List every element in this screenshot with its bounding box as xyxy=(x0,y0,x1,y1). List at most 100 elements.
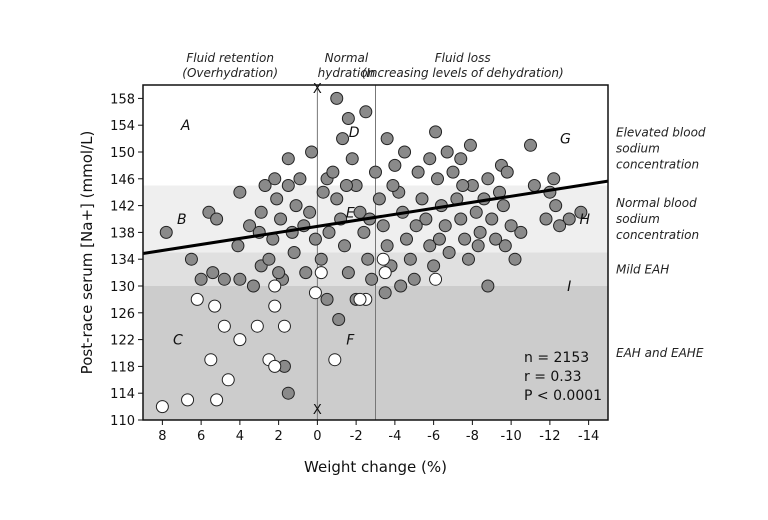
y-tick-label-8: 142 xyxy=(110,200,135,215)
x-tick-label-5: -2 xyxy=(350,429,363,444)
point-white-18 xyxy=(353,292,367,306)
hydration-divider-lines: XX xyxy=(313,82,376,420)
y-tick-label-4: 126 xyxy=(110,307,135,322)
point-gray-97 xyxy=(454,212,468,226)
point-white-1 xyxy=(181,393,195,407)
point-gray-52 xyxy=(243,219,257,233)
point-gray-6 xyxy=(270,192,284,206)
point-gray-30 xyxy=(574,205,588,219)
point-gray-19 xyxy=(440,145,454,159)
y-tick-label-1: 114 xyxy=(110,387,135,402)
point-white-7 xyxy=(250,319,264,333)
point-gray-55 xyxy=(262,252,276,266)
point-gray-42 xyxy=(378,286,392,300)
point-gray-108 xyxy=(496,199,510,213)
point-gray-24 xyxy=(547,172,561,186)
stat-r: r = 0.33 xyxy=(524,369,582,385)
point-gray-68 xyxy=(341,266,355,280)
y-tick-label-2: 118 xyxy=(110,360,135,375)
point-gray-56 xyxy=(272,266,286,280)
x-tick-label-2: 4 xyxy=(236,429,244,444)
point-gray-25 xyxy=(527,179,541,192)
stat-p: P < 0.0001 xyxy=(524,388,602,404)
y-tick-label-3: 122 xyxy=(110,334,135,349)
y-tick-label-9: 146 xyxy=(110,173,135,188)
point-gray-84 xyxy=(403,252,417,266)
y-tick-label-6: 134 xyxy=(110,253,135,268)
region-label-H: H xyxy=(579,212,590,228)
point-gray-16 xyxy=(429,125,443,139)
region-labels: A B C D E F G H I xyxy=(173,118,591,348)
axis-ticks: 8 6 4 2 0 -2 -4 -6 -8 -10 -12 -14 110 114 118 122 126 130… xyxy=(110,92,599,444)
point-gray-12 xyxy=(359,105,373,119)
point-gray-105 xyxy=(485,212,499,226)
x-axis-label: Weight change (%) xyxy=(304,458,447,476)
stat-n: n = 2153 xyxy=(524,350,589,366)
point-gray-35 xyxy=(481,279,495,293)
y-tick-label-12: 158 xyxy=(110,92,135,107)
point-gray-112 xyxy=(289,199,303,213)
point-gray-116 xyxy=(322,225,336,239)
point-gray-88 xyxy=(419,212,433,226)
point-gray-34 xyxy=(508,252,522,266)
point-gray-75 xyxy=(369,165,382,179)
point-gray-2 xyxy=(210,212,224,226)
point-gray-20 xyxy=(398,145,412,159)
point-gray-72 xyxy=(357,225,371,239)
point-gray-7 xyxy=(281,152,295,166)
point-gray-5 xyxy=(254,205,268,219)
point-gray-31 xyxy=(553,219,567,233)
point-gray-83 xyxy=(400,232,413,246)
region-label-A: A xyxy=(180,118,191,134)
point-gray-101 xyxy=(469,205,483,219)
point-white-8 xyxy=(204,353,218,367)
point-gray-123 xyxy=(471,239,485,253)
point-gray-17 xyxy=(463,138,477,152)
y-tick-label-7: 138 xyxy=(110,226,135,241)
point-gray-111 xyxy=(293,172,307,186)
point-gray-104 xyxy=(481,172,495,186)
point-gray-99 xyxy=(462,252,475,266)
x-tick-label-7: -6 xyxy=(427,429,440,444)
x-tick-label-4: 0 xyxy=(313,429,321,444)
y-axis-label: Post-race serum [Na+] (mmol/L) xyxy=(78,131,96,375)
point-gray-67 xyxy=(338,239,351,253)
point-gray-9 xyxy=(281,179,295,192)
regression-line xyxy=(142,179,609,255)
point-white-12 xyxy=(277,319,291,333)
side-label-3: EAH and EAHE xyxy=(616,346,704,360)
point-gray-22 xyxy=(454,152,468,166)
point-gray-117 xyxy=(339,179,353,192)
region-label-I: I xyxy=(567,279,571,295)
point-gray-80 xyxy=(388,158,402,172)
point-white-4 xyxy=(208,299,222,313)
top-headers: Fluid retention (Overhydration) Normal hydr… xyxy=(182,51,563,80)
side-label-0: Elevated blood sodium concentration xyxy=(616,126,706,172)
side-label-1: Normal blood sodium concentration xyxy=(616,196,699,242)
point-gray-85 xyxy=(407,272,421,286)
point-gray-77 xyxy=(376,219,390,233)
point-gray-39 xyxy=(299,266,313,280)
point-gray-50 xyxy=(233,272,247,286)
side-label-2: Mild EAH xyxy=(616,262,669,276)
point-gray-78 xyxy=(380,239,394,253)
point-gray-114 xyxy=(274,212,288,226)
point-gray-8 xyxy=(258,179,272,192)
line-end-mark-0: X xyxy=(313,82,322,97)
point-gray-86 xyxy=(411,165,425,179)
point-gray-122 xyxy=(456,179,470,192)
line-end-mark-1: X xyxy=(313,403,322,418)
point-gray-49 xyxy=(194,272,208,286)
point-gray-51 xyxy=(246,279,260,293)
region-label-B: B xyxy=(177,212,187,228)
point-gray-109 xyxy=(500,165,514,179)
point-gray-76 xyxy=(372,192,386,206)
x-tick-label-8: -8 xyxy=(466,429,479,444)
x-tick-label-3: 2 xyxy=(274,429,282,444)
point-gray-14 xyxy=(336,132,350,146)
point-gray-37 xyxy=(332,313,346,326)
point-gray-18 xyxy=(524,138,537,152)
side-labels: Elevated blood sodium concentration Normal … xyxy=(616,126,706,360)
point-white-9 xyxy=(221,373,235,387)
